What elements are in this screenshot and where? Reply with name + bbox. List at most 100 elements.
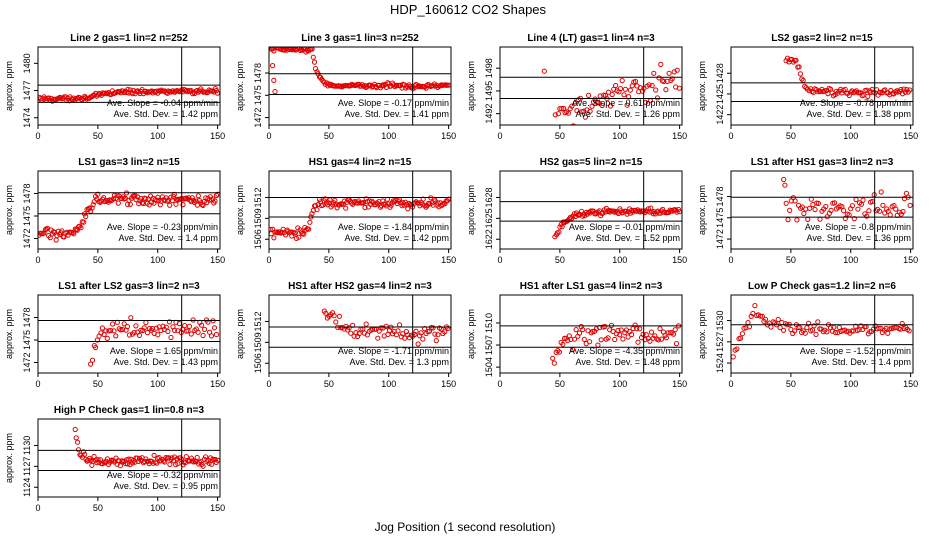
data-point: [618, 327, 624, 333]
x-tick-label: 0: [497, 131, 502, 141]
y-tick-label: 1506: [253, 353, 263, 373]
panel-4: LS2 gas=2 lin=2 n=15 approx. ppm 0 50 100 150…: [697, 33, 918, 141]
stddev-annotation: Ave. Std. Dev. = 1.4 ppm: [812, 357, 911, 367]
data-point: [853, 323, 859, 329]
data-point: [878, 189, 884, 195]
y-tick-label: 1510: [484, 313, 494, 333]
data-point: [156, 197, 162, 203]
data-point: [283, 232, 289, 238]
data-point: [900, 209, 906, 215]
slope-annotation: Ave. Slope = -0.04 ppm/min: [107, 98, 218, 108]
panel-title: HS1 after LS1 gas=4 lin=2 n=3: [520, 281, 663, 292]
data-point: [627, 87, 633, 93]
data-point: [399, 203, 405, 209]
data-point: [556, 349, 563, 355]
data-point: [405, 206, 411, 212]
data-point: [598, 337, 604, 343]
plot-area: [38, 295, 220, 373]
data-point: [768, 324, 774, 330]
data-point: [646, 82, 652, 88]
x-tick-label: 100: [150, 379, 165, 389]
data-point: [82, 451, 88, 457]
data-point: [648, 329, 655, 335]
data-point: [182, 323, 188, 329]
data-point: [757, 313, 764, 319]
y-axis-label: approx. ppm: [235, 61, 245, 111]
data-point: [130, 460, 136, 466]
data-point: [71, 231, 77, 237]
data-point: [213, 331, 220, 338]
x-tick-label: 100: [612, 255, 627, 265]
data-point: [775, 316, 781, 323]
data-point: [858, 201, 865, 207]
stddev-annotation: Ave. Std. Dev. = 1.38 ppm: [807, 109, 911, 119]
data-point: [108, 327, 114, 334]
data-point: [203, 454, 209, 460]
data-point: [657, 326, 663, 332]
data-point: [807, 205, 813, 211]
data-point: [186, 195, 192, 201]
data-point: [86, 205, 93, 211]
data-point: [126, 332, 133, 338]
data-point: [99, 325, 106, 331]
x-tick-label: 150: [210, 379, 225, 389]
x-tick-label: 50: [555, 131, 565, 141]
y-tick-label: 1478: [22, 307, 32, 327]
data-point: [782, 182, 788, 188]
data-point: [73, 435, 79, 441]
data-point: [127, 87, 133, 93]
plot-frame: [499, 170, 683, 250]
panel-13: High P Check gas=1 lin=0.8 n=3 approx. pp…: [4, 405, 225, 513]
data-point: [75, 447, 82, 453]
x-tick-label: 0: [266, 255, 271, 265]
data-point: [81, 449, 87, 455]
data-point: [395, 328, 401, 334]
data-point: [59, 228, 65, 234]
data-point: [608, 322, 615, 328]
data-point: [346, 325, 352, 331]
panel-title: Line 4 (LT) gas=1 lin=4 n=3: [527, 33, 655, 44]
x-tick-label: 0: [497, 255, 502, 265]
data-point: [624, 211, 630, 217]
data-point: [189, 458, 195, 464]
data-point: [195, 329, 201, 335]
data-point: [823, 203, 829, 210]
data-point: [612, 336, 618, 343]
plot-area: [731, 295, 913, 373]
data-point: [673, 341, 680, 347]
data-point: [126, 456, 132, 462]
data-point: [47, 235, 53, 241]
data-point: [817, 216, 823, 222]
data-point: [606, 89, 612, 95]
y-tick-label: 1498: [484, 58, 494, 78]
data-point: [303, 227, 309, 233]
data-point: [805, 216, 811, 222]
data-point: [93, 344, 99, 351]
plot-area: [731, 47, 913, 125]
data-point: [95, 191, 101, 197]
y-tick-label: 1625: [484, 208, 494, 228]
data-point: [211, 325, 218, 331]
x-tick-label: 150: [210, 503, 225, 513]
stddev-annotation: Ave. Std. Dev. = 1.42 ppm: [345, 233, 449, 243]
data-point: [375, 335, 381, 341]
x-tick-label: 150: [672, 379, 687, 389]
data-point: [866, 208, 872, 214]
data-point: [647, 338, 653, 344]
data-point: [309, 47, 315, 52]
data-point: [212, 198, 218, 204]
y-tick-label: 1425: [715, 84, 725, 104]
y-tick-label: 1622: [484, 229, 494, 249]
data-point: [610, 328, 616, 334]
data-point: [140, 200, 147, 207]
y-tick-label: 1478: [715, 187, 725, 207]
y-tick-label: 1495: [484, 81, 494, 101]
x-tick-label: 0: [35, 503, 40, 513]
data-point: [336, 313, 342, 319]
x-tick-label: 50: [324, 255, 334, 265]
plot-frame: [730, 46, 914, 126]
panel-title: High P Check gas=1 lin=0.8 n=3: [54, 405, 205, 416]
data-point: [674, 67, 680, 73]
data-point: [887, 212, 893, 218]
data-point: [621, 92, 627, 98]
